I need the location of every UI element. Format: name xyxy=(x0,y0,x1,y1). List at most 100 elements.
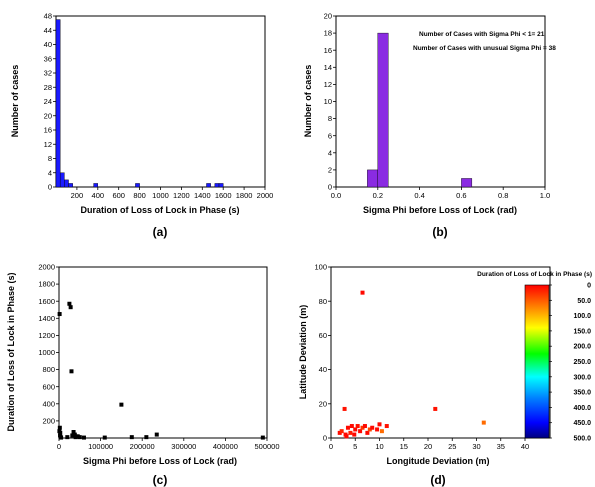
y-tick-label: 18 xyxy=(324,29,332,38)
x-tick-label: 500000 xyxy=(254,442,279,451)
x-tick-label: 30 xyxy=(472,442,480,451)
x-tick-label: 35 xyxy=(497,442,505,451)
colorbar-tick-label: 350.0 xyxy=(573,390,591,397)
x-tick-label: 15 xyxy=(400,442,408,451)
panel-a-xlabel: Duration of Loss of Lock in Phase (s) xyxy=(80,205,239,215)
y-tick-label: 28 xyxy=(44,83,52,92)
scatter-point xyxy=(339,429,344,434)
y-tick-label: 40 xyxy=(44,40,52,49)
colorbar-tick-label: 150.0 xyxy=(573,328,591,335)
panel-b-annotation-unusual-sigma: Number of Cases with unusual Sigma Phi =… xyxy=(413,45,556,52)
x-tick-label: 300000 xyxy=(171,442,196,451)
scatter-point xyxy=(73,435,78,440)
panel-a-label: (a) xyxy=(153,225,168,239)
y-tick-label: 1200 xyxy=(38,331,55,340)
scatter-point xyxy=(57,429,62,434)
y-tick-label: 10 xyxy=(324,97,332,106)
y-tick-label: 12 xyxy=(44,140,52,149)
scatter-point xyxy=(367,427,372,432)
panel-c-scatter-duration-vs-sigma: 0 100000 200000 300000 400000 500000 200 400 600… xyxy=(6,263,280,487)
y-tick-label: 60 xyxy=(319,331,327,340)
panel-b-ylabel: Number of cases xyxy=(303,65,313,138)
panel-d-axes-frame xyxy=(330,266,551,439)
x-tick-label: 0.8 xyxy=(498,191,508,200)
x-tick-label: 1800 xyxy=(236,191,253,200)
colorbar-tick-label: 50.0 xyxy=(577,298,591,305)
x-tick-label: 0 xyxy=(57,442,61,451)
histogram-bar xyxy=(55,19,61,188)
x-tick-label: 0.6 xyxy=(456,191,466,200)
histogram-bar xyxy=(377,32,389,188)
scatter-point xyxy=(260,435,265,440)
scatter-point xyxy=(433,406,438,411)
histogram-bar xyxy=(93,183,99,188)
y-tick-label: 6 xyxy=(328,131,332,140)
scatter-point xyxy=(481,420,486,425)
y-tick-label: 1000 xyxy=(38,348,55,357)
scatter-point xyxy=(75,434,80,439)
scatter-point xyxy=(69,369,74,374)
y-tick-label: 20 xyxy=(319,399,327,408)
y-tick-label: 1800 xyxy=(38,280,55,289)
x-tick-label: 1400 xyxy=(194,191,211,200)
x-tick-label: 400000 xyxy=(213,442,238,451)
y-tick-label: 20 xyxy=(324,12,332,21)
scatter-point xyxy=(68,305,73,310)
y-tick-label: 400 xyxy=(42,399,55,408)
scatter-point xyxy=(71,430,76,435)
colorbar-tick-label: 300.0 xyxy=(573,374,591,381)
y-tick-label: 8 xyxy=(48,154,52,163)
panel-b-annotation-small-sigma: Number of Cases with Sigma Phi < 1= 21 xyxy=(419,31,545,38)
scatter-point xyxy=(360,425,365,430)
x-tick-label: 2000 xyxy=(257,191,274,200)
y-tick-label: 4 xyxy=(48,168,52,177)
x-tick-label: 200000 xyxy=(130,442,155,451)
scatter-point xyxy=(154,432,159,437)
x-tick-label: 10 xyxy=(375,442,383,451)
histogram-bar xyxy=(68,183,73,188)
x-tick-label: 0 xyxy=(329,442,333,451)
scatter-point xyxy=(375,427,380,432)
x-tick-label: 20 xyxy=(424,442,432,451)
histogram-bar xyxy=(218,183,224,188)
scatter-point xyxy=(384,424,389,429)
y-tick-label: 80 xyxy=(319,297,327,306)
colorbar-tick-label: 100.0 xyxy=(573,313,591,320)
scatter-point xyxy=(65,435,70,440)
colorbar-tick-label: 200.0 xyxy=(573,344,591,351)
scatter-point xyxy=(129,435,134,440)
colorbar-tick-label: 250.0 xyxy=(573,359,591,366)
histogram-bar xyxy=(59,172,65,188)
y-tick-label: 0 xyxy=(48,183,52,192)
y-tick-label: 0 xyxy=(323,434,327,443)
x-tick-label: 0.4 xyxy=(414,191,424,200)
x-tick-label: 400 xyxy=(92,191,105,200)
panel-d-label: (d) xyxy=(430,473,445,487)
histogram-bar xyxy=(367,169,379,188)
scatter-point xyxy=(57,312,62,317)
y-tick-label: 2000 xyxy=(38,263,55,272)
panel-d-scatter-position-deviation: 0 5 10 15 20 25 30 35 40 0 20 40 60 80 100 0 50.0 100.0 1… xyxy=(298,263,592,487)
scatter-point xyxy=(72,432,77,437)
histogram-bar xyxy=(206,183,211,188)
panel-a-axes-frame xyxy=(55,15,266,188)
x-tick-label: 800 xyxy=(133,191,146,200)
x-tick-label: 1000 xyxy=(152,191,169,200)
scatter-point xyxy=(67,301,72,306)
scatter-point xyxy=(102,435,107,440)
scatter-point xyxy=(81,435,86,440)
x-tick-label: 25 xyxy=(448,442,456,451)
y-tick-label: 4 xyxy=(328,148,332,157)
y-tick-label: 24 xyxy=(44,97,52,106)
panel-c-label: (c) xyxy=(153,473,168,487)
y-tick-label: 16 xyxy=(44,126,52,135)
panel-d-xlabel: Longitude Deviation (m) xyxy=(387,456,490,466)
colorbar-tick-label: 0 xyxy=(587,283,591,290)
x-tick-label: 40 xyxy=(521,442,529,451)
y-tick-label: 16 xyxy=(324,46,332,55)
scatter-point xyxy=(360,290,365,295)
y-tick-label: 2 xyxy=(328,166,332,175)
y-tick-label: 40 xyxy=(319,365,327,374)
colorbar-tick-label: 450.0 xyxy=(573,420,591,427)
x-tick-label: 5 xyxy=(353,442,357,451)
